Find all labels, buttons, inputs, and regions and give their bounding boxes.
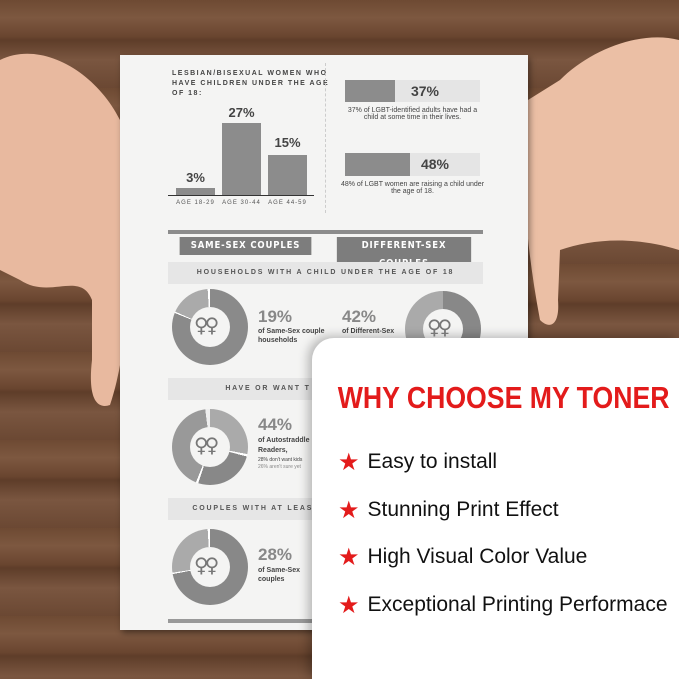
female-symbols-icon: ♀♀ [194,553,219,577]
tick-label: AGE 30-44 [222,200,261,206]
divider [325,63,326,213]
donut-44 [172,409,248,485]
tick-label: AGE 18-29 [176,200,215,206]
donut-value: 44% [258,415,293,434]
bar-30-44 [222,123,261,195]
feature-label: Exceptional Printing Performace [367,593,668,616]
star-icon: ★ [338,591,360,619]
header-same-sex: SAME-SEX COUPLES [179,237,312,255]
bar-label: 3% [186,170,205,185]
donut-text: of Autostraddle [258,437,310,444]
star-icon: ★ [338,448,360,476]
star-icon: ★ [338,543,360,571]
donut-text: Readers, [258,447,288,454]
stat-text: 37% of LGBT-identified adults have had a… [347,107,478,121]
stat-value: 37% [410,83,440,99]
star-icon: ★ [338,496,360,524]
stat-bar-48 [345,153,480,176]
feature-item: ★ Exceptional Printing Performace [338,591,668,619]
axis-line [168,195,314,196]
donut-28 [172,529,248,605]
bar-label: 27% [228,105,255,120]
donut-value: 42% [342,307,377,326]
donut-text: of Same-Sex couples [258,567,301,583]
female-symbols-icon: ♀♀ [194,433,219,457]
divider [168,230,483,234]
feature-item: ★ Easy to install [338,448,497,476]
feature-label: Stunning Print Effect [367,498,559,521]
donut-note: 26% aren't sure yet [258,464,301,470]
female-symbols-icon: ♀♀ [427,315,452,339]
stat-bar-37 [345,80,480,102]
donut-value: 28% [258,545,293,564]
bar-chart-title: LESBIAN/BISEXUAL WOMEN WHO HAVE CHILDREN… [172,70,330,97]
female-symbols-icon: ♀♀ [194,313,219,337]
donut-note: 28% don't want kids [258,457,303,463]
divider [168,619,368,623]
stat-value: 48% [420,156,450,172]
section-band: HOUSEHOLDS WITH A CHILD UNDER THE AGE OF… [168,262,483,284]
feature-item: ★ Stunning Print Effect [338,496,559,524]
donut-19 [172,289,248,365]
bar-label: 15% [274,135,301,150]
feature-label: Easy to install [367,450,498,473]
donut-text: of Different-Sex [342,328,395,335]
card-title: WHY CHOOSE MY TONER [337,380,670,415]
bar-44-59 [268,155,307,195]
feature-label: High Visual Color Value [367,545,588,568]
stat-text: 48% of LGBT women are raising a child un… [340,181,485,195]
tick-label: AGE 44-59 [268,200,307,206]
feature-card: WHY CHOOSE MY TONER ★ Easy to install ★ St… [312,338,679,679]
donut-value: 19% [258,307,293,326]
bar-18-29 [176,188,215,195]
donut-text: of Same-Sex couple households [258,328,325,344]
feature-item: ★ High Visual Color Value [338,543,587,571]
